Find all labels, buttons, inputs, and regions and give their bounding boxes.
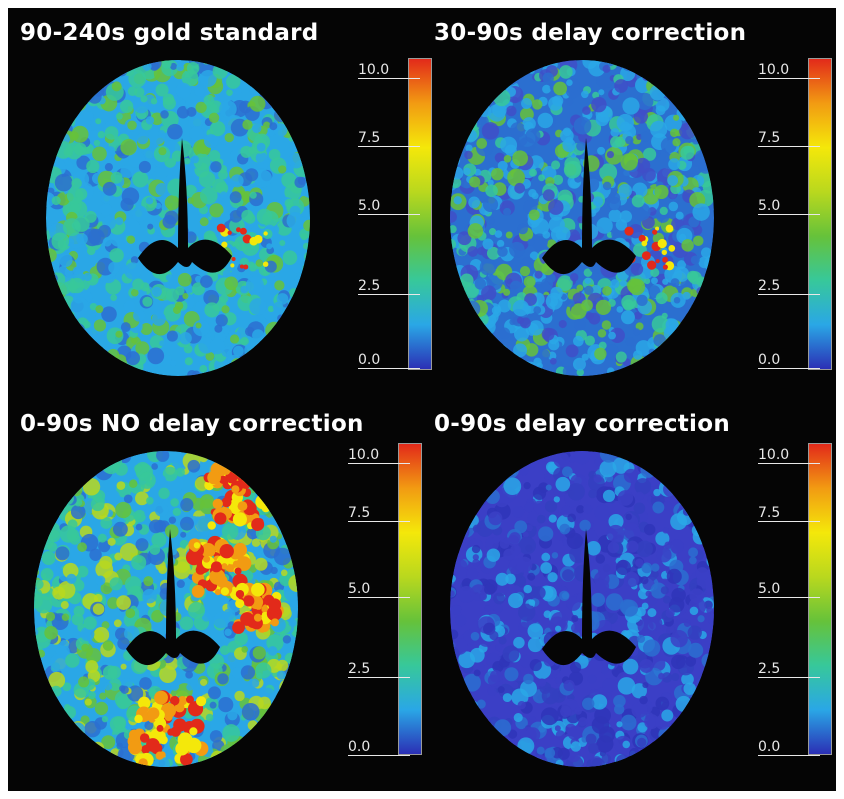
- brain-tissue: [450, 451, 714, 767]
- ventricles: [542, 529, 636, 666]
- brain-perfusion-map: [450, 451, 714, 767]
- brain-tissue: [34, 451, 298, 767]
- scale-tick-7-5: 7.5: [348, 505, 410, 522]
- color-scale-bar: [398, 443, 422, 755]
- scale-tick-10: 10.0: [758, 62, 820, 79]
- scale-tick-2-5: 2.5: [348, 661, 410, 678]
- scale-tick-2-5: 2.5: [758, 278, 820, 295]
- panel-title: 0-90s delay correction: [434, 411, 731, 437]
- brain-perfusion-map: [450, 60, 714, 376]
- panel-title: 30-90s delay correction: [434, 20, 747, 46]
- scale-tick-2-5: 2.5: [358, 278, 420, 295]
- scale-tick-0: 0.0: [348, 739, 410, 756]
- scale-tick-5: 5.0: [758, 581, 820, 598]
- panel-title: 90-240s gold standard: [20, 20, 319, 46]
- scale-tick-5: 5.0: [348, 581, 410, 598]
- scale-tick-7-5: 7.5: [358, 130, 420, 147]
- color-scale-bar: [808, 443, 832, 755]
- scale-tick-0: 0.0: [758, 352, 820, 369]
- panel-0-90s-no-delay-correction: 0-90s NO delay correction 10.0 7.5 5.0 2…: [8, 399, 422, 790]
- scale-tick-10: 10.0: [758, 447, 820, 464]
- brain-perfusion-map: [46, 60, 310, 376]
- panel-0-90s-delay-correction: 0-90s delay correction 10.0 7.5 5.0 2.5 …: [422, 399, 836, 790]
- panel-gold-standard: 90-240s gold standard 10.0 7.5 5.0 2.5 0…: [8, 8, 432, 399]
- panel-30-90s-delay-correction: 30-90s delay correction 10.0 7.5 5.0 2.5…: [422, 8, 836, 399]
- scale-tick-0: 0.0: [758, 739, 820, 756]
- scale-tick-2-5: 2.5: [758, 661, 820, 678]
- ventricles: [126, 529, 220, 666]
- scale-tick-10: 10.0: [348, 447, 410, 464]
- scale-tick-10: 10.0: [358, 62, 420, 79]
- brain-tissue: [450, 60, 714, 376]
- panel-title: 0-90s NO delay correction: [20, 411, 364, 437]
- scale-tick-0: 0.0: [358, 352, 420, 369]
- scale-tick-7-5: 7.5: [758, 130, 820, 147]
- ventricles: [542, 138, 636, 275]
- ventricles: [138, 138, 232, 275]
- scale-tick-7-5: 7.5: [758, 505, 820, 522]
- brain-tissue: [46, 60, 310, 376]
- scale-tick-5: 5.0: [358, 198, 420, 215]
- brain-perfusion-map: [34, 451, 298, 767]
- figure-canvas: 90-240s gold standard 10.0 7.5 5.0 2.5 0…: [8, 8, 836, 791]
- scale-tick-5: 5.0: [758, 198, 820, 215]
